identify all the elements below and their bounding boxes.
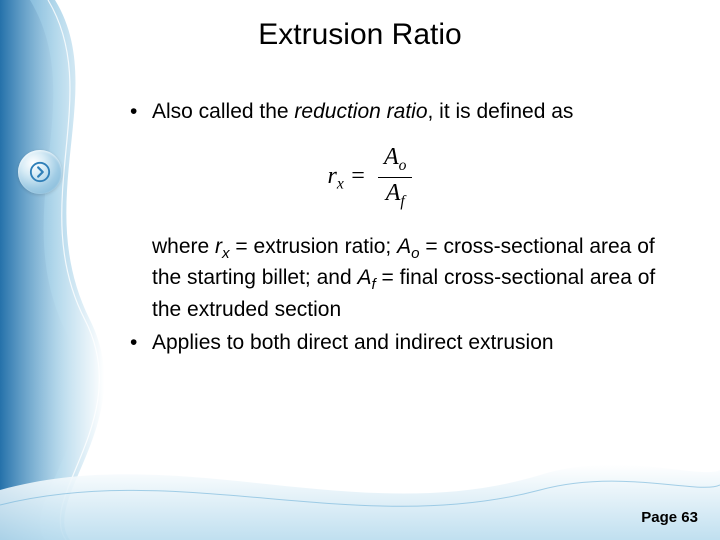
where-rx-var: r	[215, 235, 222, 258]
where-w1: where	[152, 235, 215, 258]
where-rx-sub: x	[222, 245, 230, 262]
slide-title: Extrusion Ratio	[40, 18, 680, 52]
where-w2: = extrusion ratio;	[230, 235, 398, 258]
bullet-1: Also called the reduction ratio, it is d…	[130, 98, 680, 126]
where-ao-var: A	[397, 235, 411, 258]
eq-den-var: A	[386, 180, 401, 206]
where-ao-sub: o	[411, 245, 419, 262]
slide-content: Extrusion Ratio Also called the reductio…	[0, 0, 720, 358]
eq-fraction: AoAf	[378, 144, 412, 211]
eq-lhs-var: r	[328, 163, 337, 189]
bullet-1-post: , it is defined as	[428, 100, 574, 123]
bullet-1-italic: reduction ratio	[294, 100, 427, 123]
bottom-wave-decoration	[0, 420, 720, 540]
eq-num-sub: o	[399, 157, 407, 174]
where-definition: where rx = extrusion ratio; Ao = cross-s…	[130, 233, 680, 324]
bullet-list: Also called the reduction ratio, it is d…	[130, 98, 680, 126]
equation: rx = AoAf	[60, 144, 680, 211]
bullet-list-2: Applies to both direct and indirect extr…	[130, 329, 680, 357]
eq-denominator: Af	[378, 178, 412, 211]
eq-num-var: A	[384, 144, 399, 170]
eq-den-sub: f	[400, 193, 404, 210]
eq-lhs-sub: x	[337, 176, 344, 193]
page-number: Page 63	[641, 509, 698, 526]
where-af-var: A	[357, 266, 371, 289]
bullet-2: Applies to both direct and indirect extr…	[130, 329, 680, 357]
eq-equals: =	[344, 163, 372, 189]
eq-numerator: Ao	[378, 144, 412, 178]
bullet-1-pre: Also called the	[152, 100, 294, 123]
